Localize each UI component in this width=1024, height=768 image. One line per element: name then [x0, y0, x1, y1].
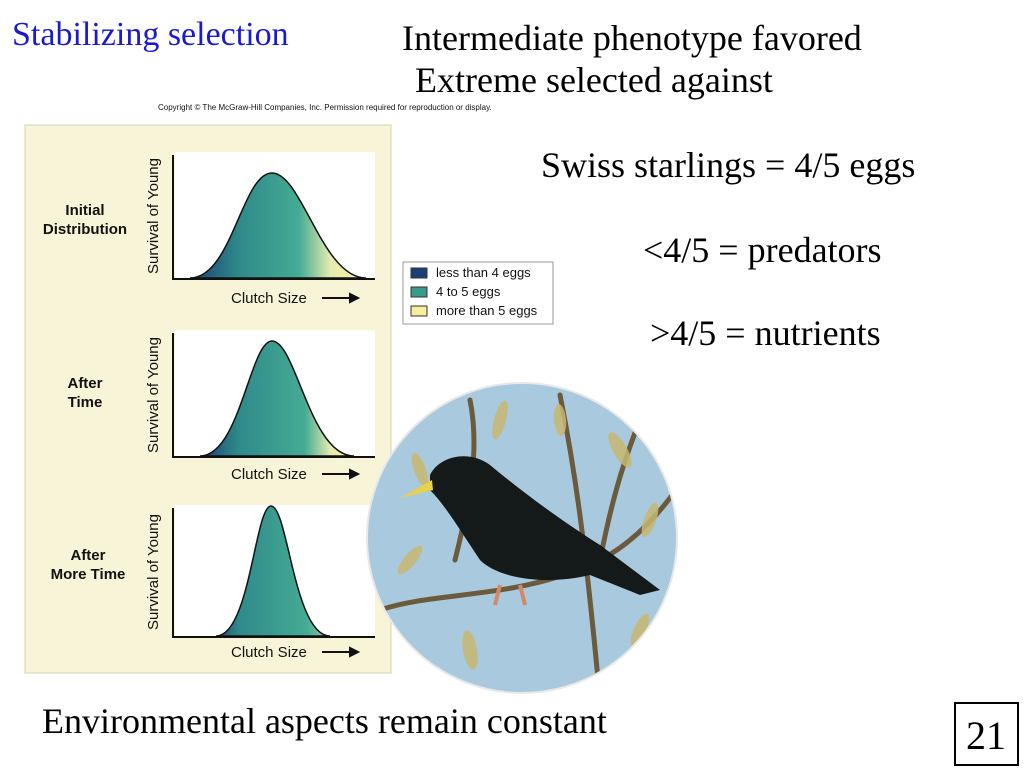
curve — [189, 172, 367, 279]
note: <4/5 = predators — [643, 230, 882, 270]
arrows — [322, 292, 361, 658]
legend-swatch — [410, 267, 428, 279]
page-number: 21 — [966, 713, 1006, 758]
figure: Initial Distribution After Time After Mo… — [24, 124, 554, 674]
panel-label: After — [70, 547, 105, 564]
x-axis-label: Clutch Size — [231, 290, 307, 307]
axes — [172, 155, 375, 638]
subtitle: Extreme selected against — [415, 60, 773, 100]
panel-label: Distribution — [43, 221, 127, 238]
x-axis-label: Clutch Size — [231, 466, 307, 483]
y-axis-label: Survival of Young — [145, 514, 162, 630]
legend — [402, 261, 554, 325]
panel-label: Time — [68, 394, 103, 411]
subtitle: Intermediate phenotype favored — [402, 18, 862, 58]
copyright: Copyright © The McGraw-Hill Companies, I… — [158, 103, 492, 112]
photo-border — [366, 382, 678, 694]
y-axis-label: Survival of Young — [145, 337, 162, 453]
y-axis-label: Survival of Young — [145, 158, 162, 274]
curve — [215, 505, 331, 637]
panel-label: After — [67, 375, 102, 392]
legend-swatch — [410, 305, 428, 317]
legend-label: less than 4 eggs — [436, 265, 531, 280]
note: Swiss starlings = 4/5 eggs — [541, 145, 915, 185]
page-number-box — [954, 702, 1019, 766]
x-axis-label: Clutch Size — [231, 644, 307, 661]
legend-label: 4 to 5 eggs — [436, 284, 501, 299]
title: Stabilizing selection — [12, 16, 289, 53]
panel-label: More Time — [51, 566, 126, 583]
curve — [199, 340, 355, 457]
panel-label: Initial — [65, 202, 104, 219]
legend-swatch — [410, 286, 428, 298]
starling-photo — [367, 383, 677, 693]
footer: Environmental aspects remain constant — [42, 701, 607, 741]
note: >4/5 = nutrients — [650, 313, 881, 353]
legend-label: more than 5 eggs — [436, 303, 538, 318]
